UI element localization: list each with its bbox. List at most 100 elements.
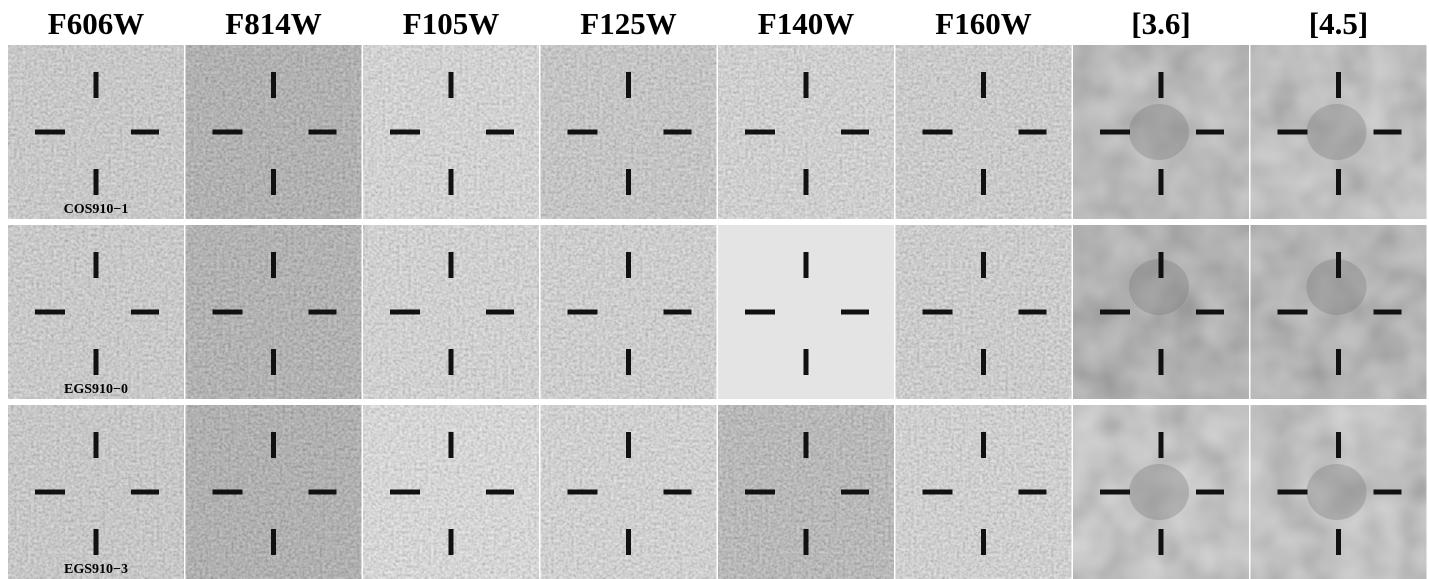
crosshair (1158, 169, 1164, 195)
crosshair (308, 489, 337, 495)
column-header: [4.5] (1309, 6, 1368, 41)
column-header: F125W (580, 6, 676, 41)
crosshair (745, 489, 775, 495)
stamp (1250, 405, 1427, 579)
crosshair (626, 529, 631, 555)
column-header: F814W (225, 6, 321, 41)
crosshair (486, 489, 514, 495)
crosshair (1336, 432, 1341, 458)
crosshair (93, 529, 99, 555)
stamp (8, 405, 184, 579)
stamp (185, 225, 362, 399)
crosshair (803, 72, 809, 98)
crosshair (93, 432, 99, 458)
source-blob (1129, 259, 1189, 315)
crosshair (981, 169, 986, 195)
crosshair (1158, 529, 1164, 555)
crosshair (212, 129, 243, 135)
stamp (718, 45, 894, 219)
crosshair (390, 489, 420, 495)
stamp (540, 225, 717, 399)
crosshair (1336, 169, 1341, 195)
stamp (718, 225, 894, 399)
stamp (185, 45, 362, 219)
crosshair (1018, 129, 1047, 135)
row-label: EGS910−0 (64, 382, 128, 397)
crosshair (626, 72, 631, 98)
row-label: EGS910−3 (64, 562, 128, 577)
crosshair (131, 489, 159, 495)
crosshair (1100, 309, 1130, 315)
crosshair (626, 349, 631, 375)
crosshair (1158, 349, 1164, 375)
source-blob (1129, 104, 1189, 160)
crosshair (567, 309, 598, 315)
row-label: COS910−1 (64, 202, 129, 217)
column-header: [3.6] (1131, 6, 1190, 41)
crosshair (271, 432, 276, 458)
crosshair (626, 432, 631, 458)
crosshair (448, 529, 454, 555)
crosshair (1277, 489, 1308, 495)
crosshair (93, 349, 99, 375)
crosshair (1196, 309, 1224, 315)
stamp (363, 45, 539, 219)
crosshair (803, 252, 809, 278)
crosshair (567, 489, 598, 495)
crosshair (626, 169, 631, 195)
column-header: F105W (403, 6, 499, 41)
crosshair (271, 529, 276, 555)
crosshair (1018, 309, 1047, 315)
crosshair (1336, 529, 1341, 555)
crosshair (308, 309, 337, 315)
crosshair (663, 129, 692, 135)
stamp (895, 405, 1072, 579)
crosshair (271, 252, 276, 278)
source-blob (1306, 259, 1367, 315)
crosshair (922, 129, 953, 135)
crosshair (1336, 252, 1341, 278)
stamp (8, 225, 184, 399)
crosshair (93, 72, 99, 98)
crosshair (626, 252, 631, 278)
crosshair (981, 72, 986, 98)
crosshair (35, 309, 65, 315)
crosshair (448, 72, 454, 98)
crosshair (663, 489, 692, 495)
column-header: F160W (935, 6, 1031, 41)
source-blob (1306, 464, 1367, 520)
crosshair (745, 129, 775, 135)
crosshair (922, 309, 953, 315)
crosshair (271, 349, 276, 375)
stamp (363, 405, 539, 579)
crosshair (1196, 489, 1224, 495)
crosshair (131, 309, 159, 315)
crosshair (1018, 489, 1047, 495)
crosshair (567, 129, 598, 135)
crosshair (93, 169, 99, 195)
crosshair (841, 129, 869, 135)
crosshair (841, 489, 869, 495)
crosshair (131, 129, 159, 135)
source-blob (1129, 464, 1189, 520)
crosshair (308, 129, 337, 135)
crosshair (93, 252, 99, 278)
crosshair (841, 309, 869, 315)
crosshair (981, 349, 986, 375)
source-blob (1306, 104, 1367, 160)
crosshair (803, 529, 809, 555)
crosshair (1373, 489, 1402, 495)
stamp (895, 225, 1072, 399)
crosshair (448, 252, 454, 278)
crosshair (271, 72, 276, 98)
crosshair (212, 309, 243, 315)
stamp (363, 225, 539, 399)
crosshair (922, 489, 953, 495)
crosshair (1373, 129, 1402, 135)
crosshair (803, 432, 809, 458)
crosshair (1158, 252, 1164, 278)
crosshair (448, 432, 454, 458)
stamp (185, 405, 362, 579)
crosshair (1277, 129, 1308, 135)
crosshair (981, 252, 986, 278)
